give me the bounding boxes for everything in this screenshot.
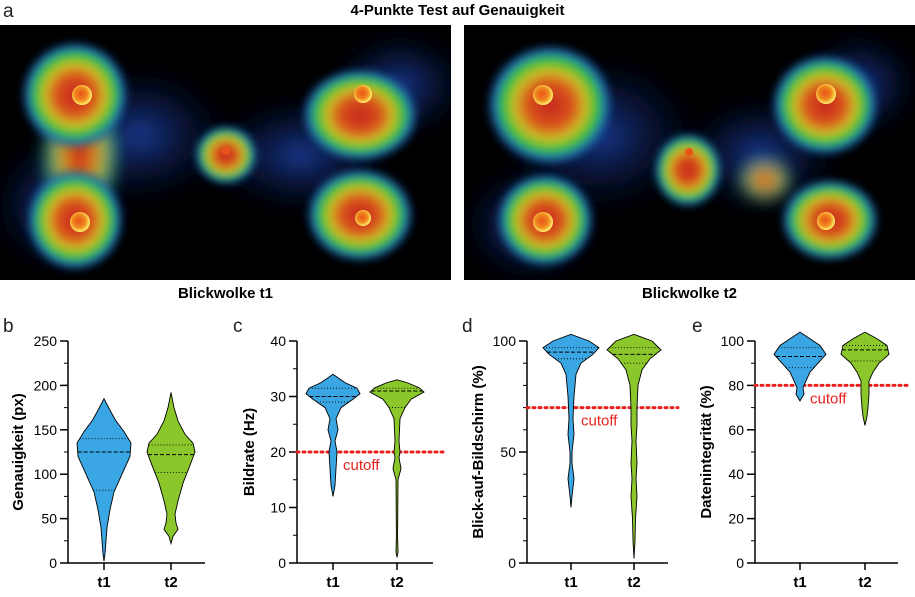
chart-bildrate: 0 10 20 30 40 Bildrate (Hz) cutoff t1 t2	[241, 333, 445, 591]
x-tick-label: t2	[627, 574, 640, 591]
y-tick-label: 250	[34, 333, 58, 349]
cutoff-label: cutoff	[810, 390, 847, 407]
y-axis-label: Blick-auf-Bildschirm (%)	[470, 365, 487, 538]
x-tick-label: t1	[97, 574, 110, 591]
y-tick-label: 100	[34, 466, 58, 482]
panel-letter-b: b	[3, 316, 14, 337]
x-tick-label: t1	[793, 574, 806, 591]
y-tick-label: 0	[278, 555, 286, 571]
violin-t1	[305, 373, 361, 497]
violin-t2	[606, 333, 662, 559]
violin-t2	[146, 392, 196, 546]
y-tick-label: 20	[728, 511, 744, 527]
y-tick-label: 150	[34, 422, 58, 438]
x-tick-label: t2	[390, 574, 403, 591]
y-tick-label: 100	[493, 333, 517, 349]
chart-datenintegritaet: 0 20 40 60 80 100 Datenintegrität (%) cutoff t1 t…	[698, 331, 910, 591]
y-tick-label: 50	[500, 444, 516, 460]
y-tick-label: 30	[270, 389, 286, 405]
heatmap-t1	[0, 25, 451, 280]
violin-t1	[76, 397, 132, 562]
violin-t2	[840, 331, 890, 426]
panel-letter-c: c	[233, 316, 243, 337]
panel-letter-a: a	[3, 1, 14, 22]
y-axis-label: Bildrate (Hz)	[241, 408, 258, 496]
y-tick-label: 40	[270, 333, 286, 349]
y-tick-label: 80	[728, 377, 744, 393]
y-axis-label: Genauigkeit (px)	[10, 393, 27, 511]
cutoff-label: cutoff	[581, 413, 618, 430]
chart-blick-auf-bildschirm: 0 50 100 Blick-auf-Bildschirm (%) cutoff t1 t2	[470, 333, 680, 591]
x-tick-label: t1	[326, 574, 339, 591]
y-tick-label: 0	[49, 555, 57, 571]
x-tick-label: t1	[564, 574, 577, 591]
x-tick-label: t2	[858, 574, 871, 591]
y-tick-label: 60	[728, 422, 744, 438]
y-tick-label: 200	[34, 377, 58, 393]
heatmap-caption-t2: Blickwolke t2	[641, 285, 738, 302]
cutoff-label: cutoff	[343, 457, 380, 474]
violin-t1	[542, 333, 600, 508]
heatmaps-svg	[0, 25, 915, 280]
y-tick-label: 50	[41, 511, 57, 527]
y-tick-label: 0	[508, 555, 516, 571]
heatmap-t2	[464, 25, 915, 280]
y-tick-label: 40	[728, 466, 744, 482]
y-tick-label: 20	[270, 444, 286, 460]
chart-genauigkeit: 0 50 100 150 200 250 Genauigkeit (px) t1 t2	[10, 333, 205, 591]
y-tick-label: 10	[270, 500, 286, 516]
y-axis-label: Datenintegrität (%)	[698, 385, 715, 518]
figure-title: 4-Punkte Test auf Genauigkeit	[350, 2, 565, 19]
panel-letter-d: d	[462, 316, 473, 337]
x-tick-label: t2	[164, 574, 177, 591]
heatmap-caption-t1: Blickwolke t1	[177, 285, 274, 302]
y-tick-label: 100	[721, 333, 745, 349]
violin-t1	[773, 331, 827, 402]
panel-letter-e: e	[692, 316, 703, 337]
y-tick-label: 0	[736, 555, 744, 571]
violin-t2	[369, 379, 425, 558]
